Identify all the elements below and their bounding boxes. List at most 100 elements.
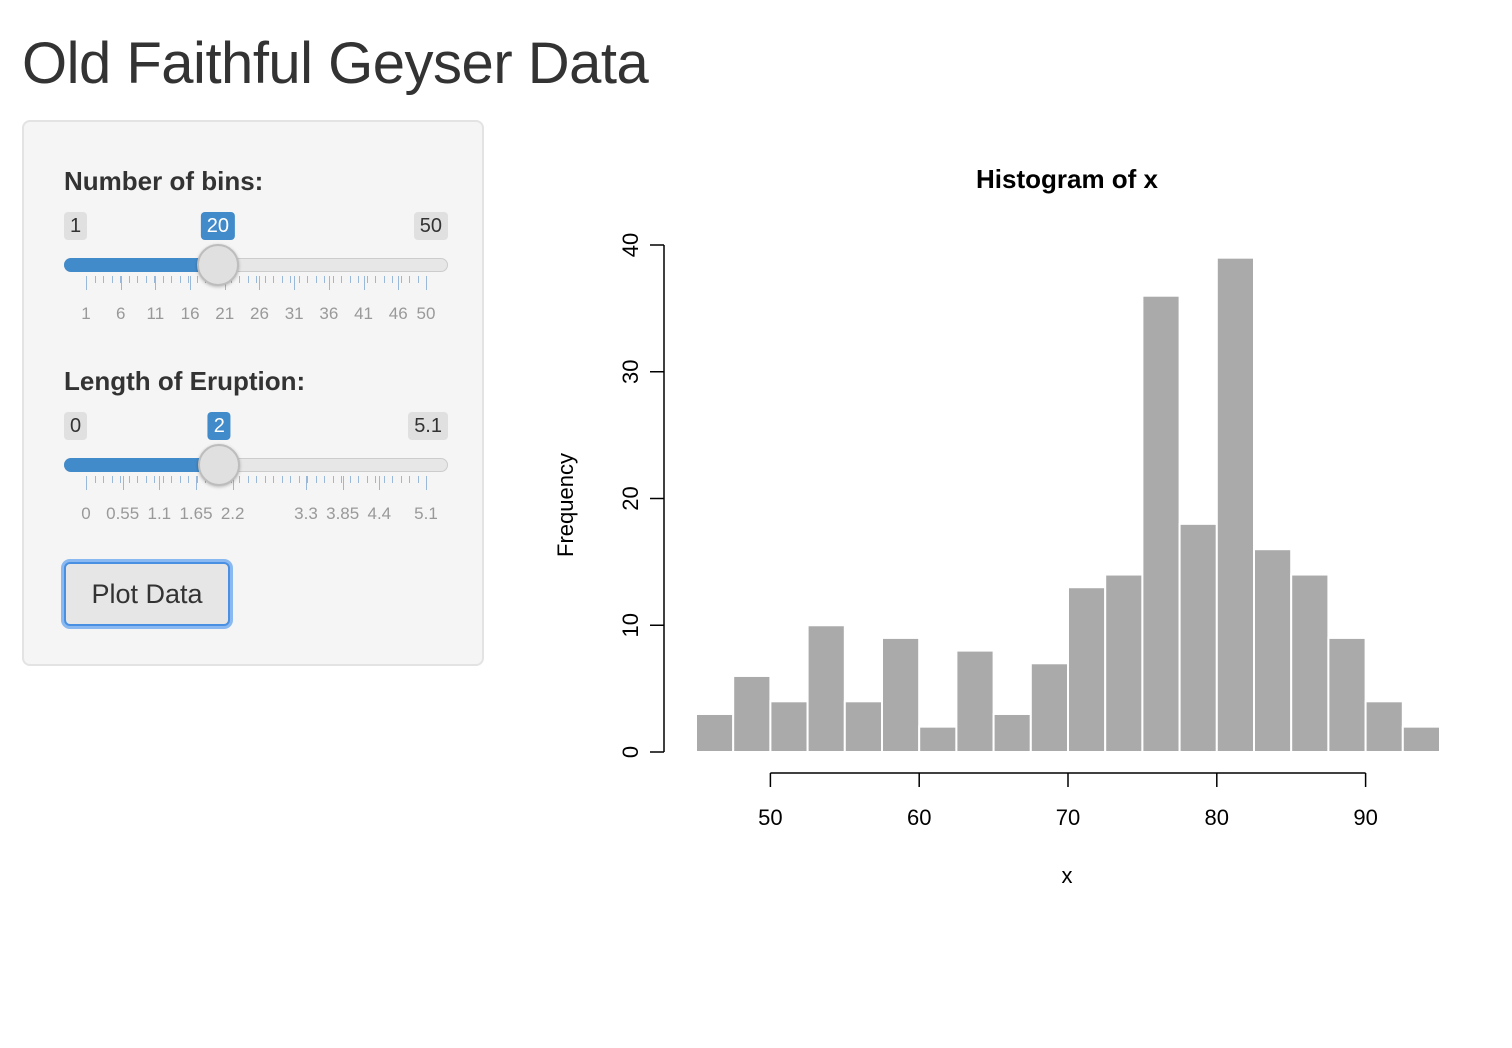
x-tick-label: 50: [758, 805, 782, 830]
bins-tick-label: 6: [115, 304, 126, 323]
histogram-bar: [1029, 662, 1069, 754]
bins-major-tick: [259, 276, 261, 290]
bins-minor-tick: [239, 276, 240, 283]
page-title: Old Faithful Geyser Data: [22, 31, 649, 96]
bins-slider[interactable]: 1 50 20 1 6 11 16 21 26 31 36 41 46 50: [64, 212, 448, 332]
x-tick-label: 80: [1205, 805, 1229, 830]
eruption-major-tick: [426, 476, 427, 490]
y-tick-label: 30: [618, 360, 643, 384]
eruption-min-badge: 0: [64, 412, 88, 440]
eruption-minor-tick: [383, 476, 385, 483]
histogram-bars: [695, 256, 1441, 754]
eruption-minor-tick: [349, 476, 351, 483]
eruption-tick-label: 1.65: [179, 504, 213, 523]
bins-minor-tick: [358, 276, 359, 283]
x-axis-label: x: [1062, 863, 1073, 888]
bins-minor-tick: [290, 276, 291, 283]
y-tick-label: 0: [618, 746, 643, 758]
bins-minor-tick: [349, 276, 351, 283]
histogram-bar: [1215, 256, 1255, 754]
eruption-minor-tick: [375, 476, 376, 483]
bins-minor-tick: [111, 276, 113, 283]
bins-tick-label: 21: [215, 304, 235, 323]
eruption-major-tick: [86, 476, 87, 490]
bins-minor-tick: [128, 276, 130, 283]
eruption-minor-tick: [281, 476, 283, 483]
eruption-slider[interactable]: 0 5.1 2 0 0.55 1.1 1.65 2.2 3.3 3.85 4.4 5.1: [64, 412, 448, 532]
sidebar-panel: Number of bins: 1 50 20 1 6 11 16 21 26 31 36 41…: [22, 120, 484, 666]
bins-minor-tick: [120, 276, 121, 283]
histogram-bar: [806, 624, 846, 753]
eruption-major-tick: [342, 476, 344, 490]
histogram-bar: [1141, 294, 1181, 753]
eruption-minor-tick: [358, 476, 359, 483]
bins-tick-label: 36: [319, 304, 339, 323]
bins-major-tick: [363, 276, 365, 290]
eruption-minor-tick: [400, 476, 402, 483]
eruption-minor-tick: [417, 476, 419, 483]
eruption-minor-tick: [332, 476, 334, 483]
bins-minor-tick: [400, 276, 402, 283]
histogram-bar: [695, 712, 735, 753]
bins-tick-label: 26: [250, 304, 269, 323]
eruption-tick-label: 1.1: [147, 504, 172, 523]
histogram-bar: [1178, 522, 1218, 753]
x-tick-label: 60: [907, 805, 931, 830]
eruption-minor-tick: [171, 476, 172, 483]
bins-minor-tick: [307, 276, 308, 283]
eruption-major-tick: [306, 476, 307, 490]
bins-minor-tick: [332, 276, 334, 283]
bins-major-tick: [155, 276, 157, 290]
bins-minor-tick: [281, 276, 283, 283]
bins-minor-tick: [137, 276, 138, 283]
eruption-tick-label: 5.1: [414, 504, 438, 523]
bins-major-tick: [398, 276, 400, 290]
bins-minor-tick: [179, 276, 181, 283]
bins-minor-tick: [256, 276, 257, 283]
bins-minor-tick: [315, 276, 317, 283]
eruption-minor-tick: [128, 476, 130, 483]
histogram-bar: [955, 649, 995, 754]
bins-minor-tick: [392, 276, 393, 283]
bins-value-badge: 20: [200, 212, 235, 240]
eruption-tick-label: 4.4: [367, 504, 392, 523]
bins-minor-tick: [145, 276, 147, 283]
plot-data-button[interactable]: Plot Data: [64, 562, 230, 626]
eruption-minor-tick: [307, 476, 308, 483]
bins-minor-tick: [298, 276, 300, 283]
eruption-tick-label: 3.3: [294, 504, 318, 523]
eruption-minor-tick: [409, 476, 410, 483]
eruption-minor-tick: [162, 476, 164, 483]
bins-minor-tick: [162, 276, 164, 283]
bins-major-tick: [294, 276, 296, 290]
y-tick-label: 20: [618, 486, 643, 510]
bins-minor-tick: [366, 276, 368, 283]
eruption-slider-handle[interactable]: [198, 444, 241, 486]
x-tick-label: 70: [1056, 805, 1080, 830]
y-tick-label: 40: [618, 233, 643, 257]
chart-title: Histogram of x: [976, 164, 1159, 194]
histogram-bar: [843, 700, 883, 753]
bins-slider-handle[interactable]: [196, 244, 239, 286]
bins-tick-label: 16: [180, 304, 200, 323]
eruption-minor-tick: [94, 476, 96, 483]
eruption-minor-tick: [341, 476, 342, 483]
histogram-bar: [918, 725, 958, 754]
bins-minor-tick: [383, 276, 385, 283]
y-axis-label: Frequency: [553, 453, 578, 557]
eruption-major-tick: [159, 476, 161, 490]
eruption-minor-tick: [196, 476, 198, 483]
eruption-minor-tick: [256, 476, 257, 483]
bins-minor-tick: [409, 276, 410, 283]
bins-minor-tick: [247, 276, 249, 283]
x-axis: 50 60 70 80 90: [758, 772, 1378, 830]
bins-major-tick: [86, 276, 87, 290]
eruption-minor-tick: [315, 476, 317, 483]
bins-slider-fill: [64, 258, 218, 272]
histogram-bar: [732, 674, 772, 754]
eruption-minor-tick: [324, 476, 325, 483]
eruption-minor-tick: [392, 476, 393, 483]
eruption-minor-tick: [298, 476, 300, 483]
bins-minor-tick: [417, 276, 419, 283]
eruption-tick-label: 2.2: [220, 504, 245, 523]
